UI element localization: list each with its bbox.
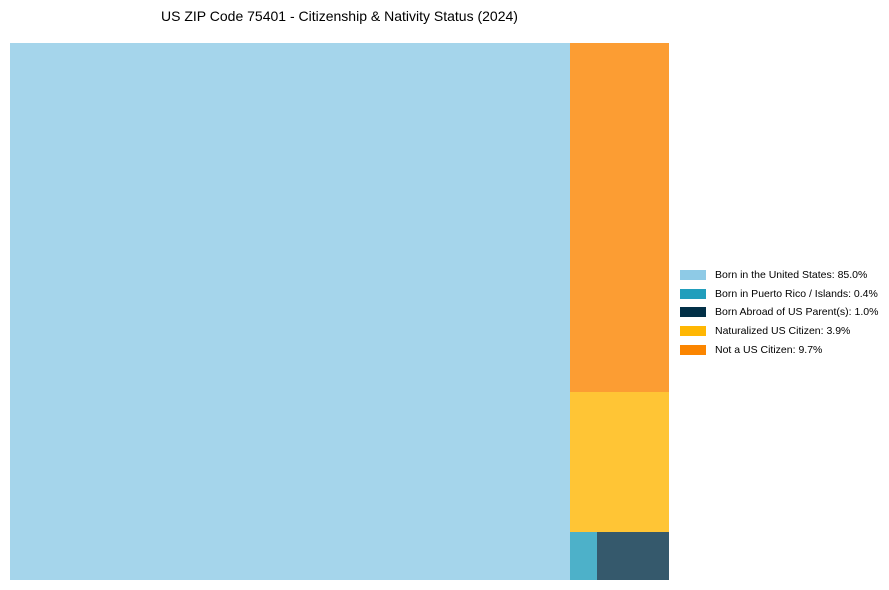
tile-born-abroad-us-parents bbox=[597, 532, 669, 580]
tile-not-us-citizen bbox=[570, 43, 669, 392]
legend-label: Naturalized US Citizen: 3.9% bbox=[715, 325, 851, 338]
tile-born-puerto-rico bbox=[570, 532, 597, 580]
legend-swatch bbox=[680, 307, 706, 318]
legend-label: Born Abroad of US Parent(s): 1.0% bbox=[715, 306, 879, 319]
tile-naturalized-citizen bbox=[570, 392, 669, 532]
legend-item: Naturalized US Citizen: 3.9% bbox=[680, 322, 878, 341]
legend-swatch bbox=[680, 288, 706, 299]
legend-item: Born in Puerto Rico / Islands: 0.4% bbox=[680, 285, 878, 304]
legend-label: Not a US Citizen: 9.7% bbox=[715, 343, 823, 356]
tile-born-in-us bbox=[10, 43, 570, 580]
legend-item: Born in the United States: 85.0% bbox=[680, 266, 878, 285]
chart-title: US ZIP Code 75401 - Citizenship & Nativi… bbox=[161, 8, 518, 24]
legend-swatch bbox=[680, 344, 706, 355]
legend-item: Not a US Citizen: 9.7% bbox=[680, 340, 878, 359]
legend-swatch bbox=[680, 270, 706, 281]
legend-swatch bbox=[680, 326, 706, 337]
legend-label: Born in the United States: 85.0% bbox=[715, 269, 868, 282]
legend-label: Born in Puerto Rico / Islands: 0.4% bbox=[715, 287, 878, 300]
legend-item: Born Abroad of US Parent(s): 1.0% bbox=[680, 303, 878, 322]
legend: Born in the United States: 85.0% Born in… bbox=[680, 266, 878, 359]
